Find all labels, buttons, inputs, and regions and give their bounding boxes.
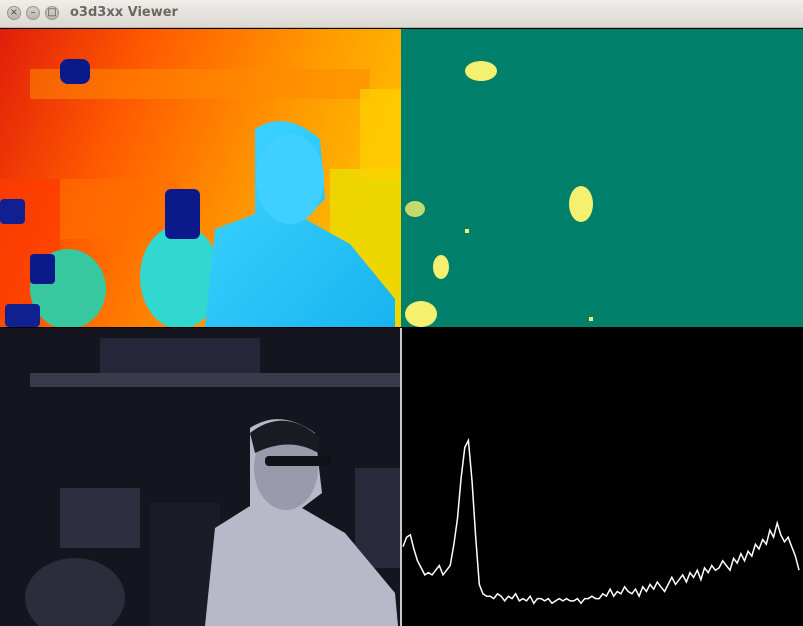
confidence-mask-image xyxy=(401,29,803,327)
close-button[interactable]: × xyxy=(7,6,21,20)
title-bar[interactable]: × – □ o3d3xx Viewer xyxy=(0,0,803,28)
horizontal-divider xyxy=(0,327,803,328)
histogram-panel xyxy=(401,328,803,626)
close-icon: × xyxy=(9,7,19,18)
amplitude-image-panel xyxy=(0,328,401,626)
depth-image-panel xyxy=(0,29,401,327)
amplitude-grayscale-image xyxy=(0,328,401,626)
histogram-line xyxy=(402,437,800,605)
amplitude-histogram-plot xyxy=(402,437,800,605)
vertical-divider xyxy=(400,328,402,626)
minimize-icon: – xyxy=(30,7,36,18)
maximize-icon: □ xyxy=(47,7,57,18)
maximize-button[interactable]: □ xyxy=(45,6,59,20)
depth-colormap-image xyxy=(0,29,401,327)
confidence-image-panel xyxy=(401,29,803,327)
minimize-button[interactable]: – xyxy=(26,6,40,20)
window-title: o3d3xx Viewer xyxy=(70,5,178,20)
